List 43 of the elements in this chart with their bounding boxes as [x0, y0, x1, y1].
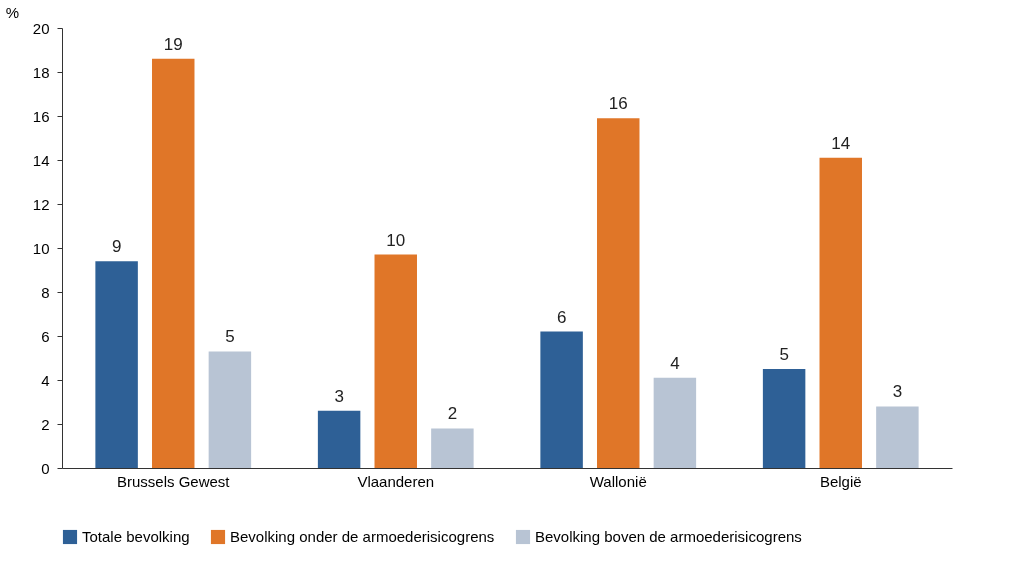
bar [208, 351, 252, 468]
data-label: 16 [608, 94, 628, 114]
y-tick-label: 4 [41, 371, 50, 389]
bar [653, 377, 697, 468]
y-tick-label: 18 [32, 63, 50, 81]
y-tick-label: 16 [32, 107, 50, 125]
legend-label: Bevolking onder de armoederisicogrens [230, 528, 495, 545]
data-label: 5 [779, 345, 789, 364]
bar [762, 369, 806, 468]
data-label: 2 [447, 404, 458, 424]
data-label: 4 [670, 353, 680, 373]
bar [540, 331, 583, 468]
legend-label: Bevolking boven de armoederisicogrens [535, 528, 802, 545]
bar [374, 254, 417, 468]
bar [819, 157, 862, 468]
data-label: 10 [386, 230, 406, 250]
legend-label: Totale bevolking [82, 528, 190, 545]
y-tick-label: 8 [41, 283, 50, 301]
y-tick-label: 12 [32, 195, 50, 213]
y-tick-label: 0 [41, 459, 50, 477]
y-axis-title: % [5, 3, 20, 21]
y-tick-label: 10 [32, 239, 50, 257]
x-tick-label: Vlaanderen [357, 472, 435, 490]
y-tick-label: 6 [41, 327, 50, 345]
bar [95, 261, 138, 468]
bar [597, 118, 640, 468]
bar [876, 406, 919, 468]
y-tick-label: 14 [32, 151, 50, 169]
data-label: 19 [163, 34, 183, 54]
bar [431, 428, 474, 468]
data-label: 6 [556, 307, 567, 327]
bar [152, 58, 195, 468]
bar [317, 410, 361, 468]
x-tick-label: Brussels Gewest [116, 472, 231, 490]
data-label: 14 [831, 133, 851, 153]
data-label: 3 [334, 386, 344, 406]
data-label: 9 [111, 237, 122, 257]
x-tick-label: België [819, 472, 862, 490]
y-tick-label: 2 [41, 415, 50, 433]
data-label: 3 [892, 382, 903, 402]
data-label: 5 [225, 327, 235, 347]
x-tick-label: Wallonië [589, 472, 647, 490]
y-tick-label: 20 [32, 19, 50, 37]
